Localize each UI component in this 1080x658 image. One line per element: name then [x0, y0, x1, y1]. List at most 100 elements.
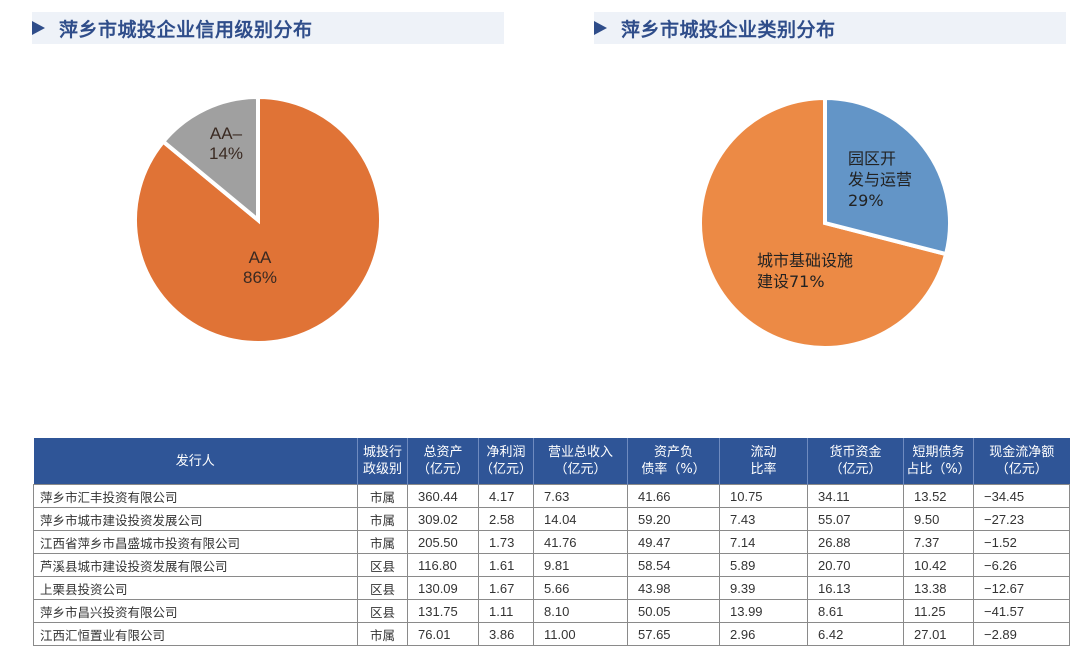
- table-row: 上栗县投资公司 区县 130.09 1.67 5.66 43.98 9.39 16.13 13.…: [33, 576, 1070, 600]
- value-cell: 50.05: [627, 599, 720, 623]
- value-cell: 7.37: [903, 530, 974, 554]
- table-header-row: 发行人 城投行 政级别 总资产 （亿元） 净利润 （亿元） 营业总收入 （亿元） 资产负债率（%）…: [33, 438, 1070, 485]
- pie-slice-park-development: [823, 95, 952, 257]
- value-cell: 309.02: [407, 507, 479, 531]
- column-header-unit: （亿元）: [416, 462, 469, 477]
- label-text: AA: [248, 248, 272, 267]
- category-pie-chart: [698, 95, 952, 350]
- table-row: 萍乡市昌兴投资有限公司 区县 131.75 1.11 8.10 50.05 13.99 8.6…: [33, 599, 1070, 623]
- column-header-line: 总资产: [423, 445, 463, 460]
- pie-label-aa: AA 86%: [230, 248, 290, 288]
- column-header: 货币资金 （亿元）: [807, 438, 904, 485]
- category-title-bar: 萍乡市城投企业类别分布: [594, 12, 1066, 44]
- label-percent: 86%: [242, 268, 278, 287]
- value-cell: 2.58: [478, 507, 534, 531]
- value-cell: 4.17: [478, 484, 534, 508]
- column-header-unit: （亿元）: [995, 462, 1048, 477]
- admin-level-cell: 市属: [357, 622, 408, 646]
- value-cell: 76.01: [407, 622, 479, 646]
- value-cell: −41.57: [973, 599, 1070, 623]
- column-header-line: 城投行: [362, 445, 402, 460]
- value-cell: 58.54: [627, 553, 720, 577]
- label-text: 城市基础设施: [757, 251, 854, 270]
- value-cell: 1.73: [478, 530, 534, 554]
- value-cell: 59.20: [627, 507, 720, 531]
- value-cell: 11.25: [903, 599, 974, 623]
- triangle-bullet-icon: [32, 21, 45, 35]
- column-header: 现金流净额 （亿元）: [973, 438, 1070, 485]
- value-cell: 9.81: [533, 553, 628, 577]
- value-cell: −12.67: [973, 576, 1070, 600]
- value-cell: 14.04: [533, 507, 628, 531]
- column-header-unit: （亿元）: [554, 462, 607, 477]
- value-cell: 13.99: [719, 599, 808, 623]
- value-cell: 9.39: [719, 576, 808, 600]
- value-cell: 8.10: [533, 599, 628, 623]
- column-header-unit: 比率: [750, 462, 777, 477]
- value-cell: 1.61: [478, 553, 534, 577]
- label-text: AA–: [209, 124, 243, 143]
- issuer-name-cell: 萍乡市汇丰投资有限公司: [33, 484, 358, 508]
- credit-rating-pie-chart: [133, 94, 384, 345]
- value-cell: 5.66: [533, 576, 628, 600]
- column-header: 发行人: [33, 438, 358, 485]
- admin-level-cell: 区县: [357, 599, 408, 623]
- pie-slice-aa-minus: [160, 94, 260, 225]
- value-cell: 1.11: [478, 599, 534, 623]
- value-cell: 20.70: [807, 553, 904, 577]
- value-cell: 8.61: [807, 599, 904, 623]
- label-percent: 建设71%: [757, 272, 825, 291]
- value-cell: 41.66: [627, 484, 720, 508]
- column-header-line: 资产负: [653, 445, 693, 460]
- label-text: 发与运营: [848, 170, 913, 189]
- value-cell: 3.86: [478, 622, 534, 646]
- column-header: 净利润 （亿元）: [478, 438, 534, 485]
- issuer-financials-table: 发行人 城投行 政级别 总资产 （亿元） 净利润 （亿元） 营业总收入 （亿元） 资产负债率（%）…: [33, 438, 1070, 646]
- value-cell: −1.52: [973, 530, 1070, 554]
- issuer-name-cell: 芦溪县城市建设投资发展有限公司: [33, 553, 358, 577]
- column-header-unit: 债率（%）: [641, 462, 706, 477]
- issuer-name-cell: 江西省萍乡市昌盛城市投资有限公司: [33, 530, 358, 554]
- value-cell: 205.50: [407, 530, 479, 554]
- label-percent: 14%: [208, 144, 244, 163]
- value-cell: −27.23: [973, 507, 1070, 531]
- admin-level-cell: 市属: [357, 484, 408, 508]
- admin-level-cell: 区县: [357, 576, 408, 600]
- credit-rating-title-bar: 萍乡市城投企业信用级别分布: [32, 12, 504, 44]
- admin-level-cell: 区县: [357, 553, 408, 577]
- admin-level-cell: 市属: [357, 507, 408, 531]
- pie-label-aa-minus: AA– 14%: [196, 124, 256, 164]
- column-header-line: 现金流净额: [989, 445, 1055, 460]
- value-cell: 34.11: [807, 484, 904, 508]
- value-cell: 11.00: [533, 622, 628, 646]
- table-row: 芦溪县城市建设投资发展有限公司 区县 116.80 1.61 9.81 58.54 5.89…: [33, 553, 1070, 577]
- value-cell: 10.42: [903, 553, 974, 577]
- column-header-line: 发行人: [175, 453, 215, 469]
- value-cell: 55.07: [807, 507, 904, 531]
- category-title: 萍乡市城投企业类别分布: [621, 18, 836, 41]
- value-cell: 5.89: [719, 553, 808, 577]
- column-header: 城投行 政级别: [357, 438, 408, 485]
- column-header-line: 流动: [750, 445, 777, 460]
- value-cell: 7.14: [719, 530, 808, 554]
- column-header-line: 短期债务: [912, 445, 965, 460]
- column-header-line: 货币资金: [829, 445, 882, 460]
- table-body: 萍乡市汇丰投资有限公司 市属 360.44 4.17 7.63 41.66 10.75 34.…: [33, 484, 1070, 646]
- value-cell: 131.75: [407, 599, 479, 623]
- value-cell: 16.13: [807, 576, 904, 600]
- value-cell: 7.63: [533, 484, 628, 508]
- column-header: 营业总收入 （亿元）: [533, 438, 628, 485]
- column-header: 短期债务 占比（%）: [903, 438, 974, 485]
- issuer-name-cell: 萍乡市城市建设投资发展公司: [33, 507, 358, 531]
- value-cell: 360.44: [407, 484, 479, 508]
- value-cell: 27.01: [903, 622, 974, 646]
- credit-rating-title: 萍乡市城投企业信用级别分布: [59, 18, 313, 41]
- table-row: 江西汇恒置业有限公司 市属 76.01 3.86 11.00 57.65 2.96 6.42 2…: [33, 622, 1070, 646]
- triangle-bullet-icon: [594, 21, 607, 35]
- value-cell: 2.96: [719, 622, 808, 646]
- value-cell: 43.98: [627, 576, 720, 600]
- value-cell: −6.26: [973, 553, 1070, 577]
- value-cell: 13.38: [903, 576, 974, 600]
- value-cell: 130.09: [407, 576, 479, 600]
- value-cell: 7.43: [719, 507, 808, 531]
